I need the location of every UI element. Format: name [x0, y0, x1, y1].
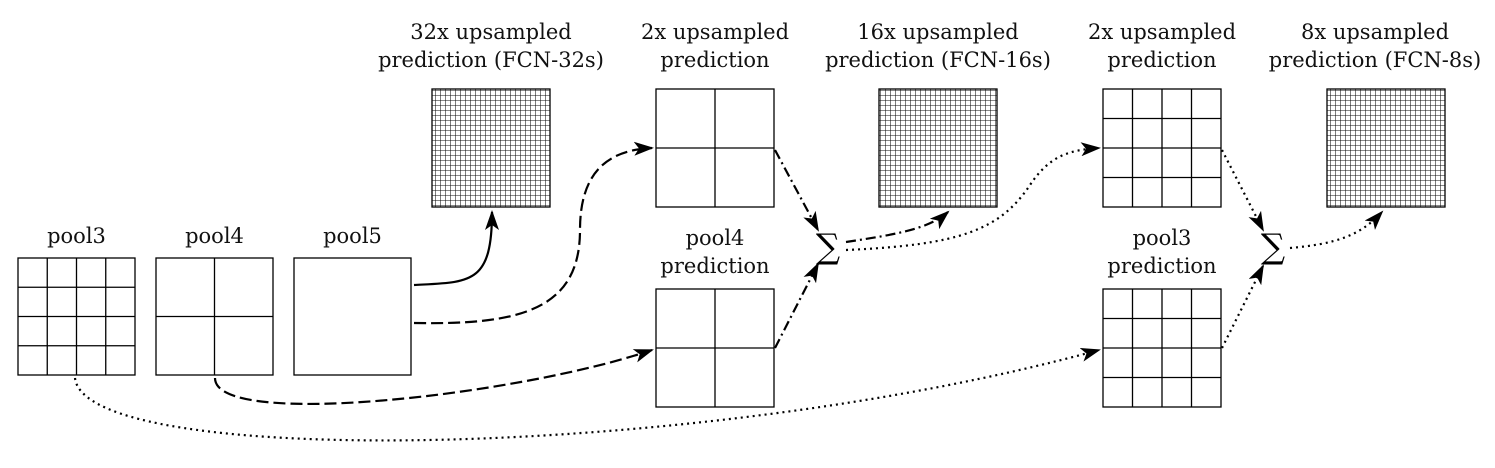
fcn-16s-prediction-grid — [878, 88, 998, 208]
pool3-grid — [17, 257, 136, 376]
pool4-label: pool4 — [185, 224, 244, 248]
sum-symbol-2: ∑ — [1261, 227, 1285, 267]
arrow-pool4-to-pool4-prediction — [213, 348, 654, 406]
fcn-32s-label: 32x upsampled prediction (FCN-32s) — [378, 20, 604, 72]
pool4-prediction-label: pool4 prediction — [660, 226, 770, 278]
arrow-pool4-prediction-to-sum-1 — [774, 262, 819, 349]
fcn-8s-prediction-grid — [1326, 88, 1446, 208]
arrow-sum-2-to-fcn8s — [1289, 210, 1384, 250]
pool5-grid — [293, 257, 412, 376]
pool3-label: pool3 — [47, 224, 106, 248]
pool3-prediction-label: pool3 prediction — [1107, 226, 1217, 278]
fcn-32s-prediction-grid — [431, 88, 551, 208]
arrow-pool5-to-2x-upsampled — [413, 141, 654, 325]
pool4-prediction-grid — [655, 288, 775, 408]
2x-upsampled-label-b: 2x upsampled prediction — [1087, 20, 1237, 72]
arrow-sum-1-to-2x-upsampled-b — [845, 142, 1101, 252]
fcn-16s-label: 16x upsampled prediction (FCN-16s) — [825, 20, 1051, 72]
arrow-pool3-to-pool3-prediction — [73, 348, 1101, 442]
pool5-label: pool5 — [323, 224, 382, 248]
sum-symbol-1: ∑ — [816, 227, 840, 267]
2x-upsampled-label-a: 2x upsampled prediction — [640, 20, 790, 72]
arrow-sum-1-to-fcn16s — [845, 210, 950, 244]
2x-upsampled-prediction-grid-a — [655, 88, 775, 208]
2x-upsampled-prediction-grid-b — [1102, 88, 1222, 208]
pool4-grid — [155, 257, 274, 376]
fcn-8s-label: 8x upsampled prediction (FCN-8s) — [1268, 20, 1482, 72]
arrow-2x-upsampled-b-to-sum-2 — [1221, 149, 1264, 232]
arrow-pool5-to-fcn32s — [413, 210, 499, 287]
pool3-prediction-grid — [1102, 288, 1222, 408]
arrow-2x-upsampled-to-sum-1 — [774, 149, 819, 232]
